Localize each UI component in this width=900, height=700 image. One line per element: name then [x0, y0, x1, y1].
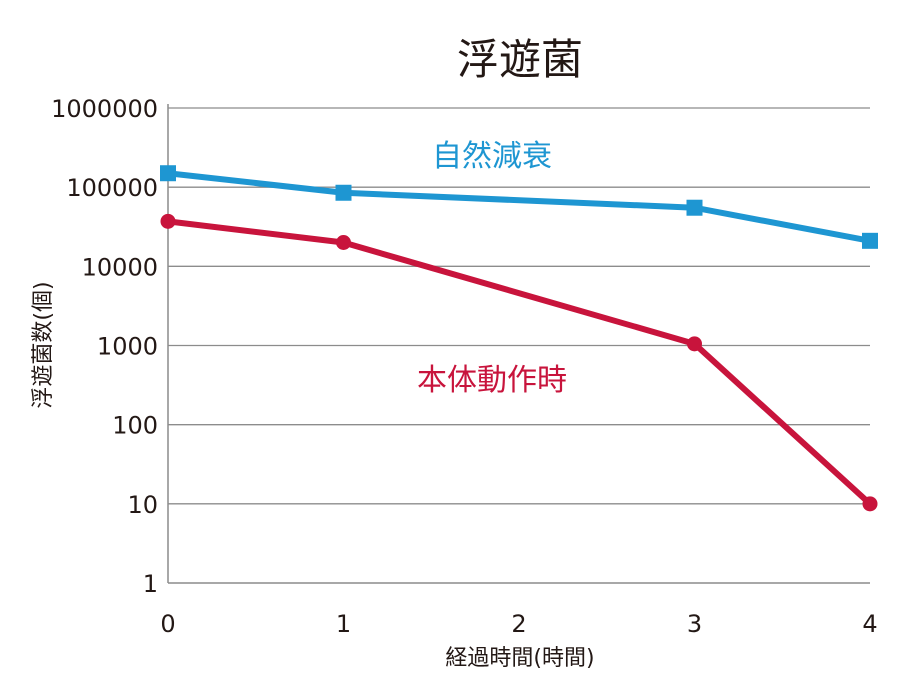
series-label: 自然減衰	[432, 139, 552, 174]
data-point	[687, 336, 702, 352]
x-axis-label: 経過時間(時間)	[445, 646, 594, 671]
y-tick-label: 100	[112, 412, 158, 440]
series-line	[167, 218, 873, 507]
y-axis-label: 浮遊菌数(個)	[31, 281, 56, 408]
y-tick-label: 100000	[66, 174, 158, 202]
series-label: 本体動作時	[417, 363, 567, 398]
data-point	[862, 496, 878, 512]
axes	[167, 104, 870, 584]
data-point	[160, 165, 176, 182]
series-1: 自然減衰	[160, 139, 878, 249]
data-point	[335, 184, 352, 201]
chart-title: 浮遊菌	[457, 35, 583, 84]
data-point	[336, 235, 351, 251]
y-tick-label: 1000	[97, 333, 158, 361]
x-tick-label: 0	[160, 610, 175, 638]
data-point	[862, 232, 878, 249]
y-tick-label: 10	[127, 491, 158, 519]
y-tick-label: 10000	[82, 253, 158, 281]
x-tick-label: 4	[862, 610, 877, 638]
x-tick-label: 2	[511, 610, 526, 638]
x-tick-label: 3	[687, 610, 702, 638]
y-tick-labels: 1 10 100 1000 10000 100000 1000000	[51, 95, 158, 598]
x-tick-label: 1	[336, 610, 351, 638]
series-line	[167, 170, 871, 244]
series-2: 本体動作時	[160, 213, 878, 512]
y-tick-label: 1	[143, 570, 158, 598]
y-tick-label: 1000000	[51, 95, 158, 123]
x-tick-labels: 0 1 2 3 4	[160, 610, 877, 638]
data-point	[160, 213, 176, 229]
data-point	[686, 199, 703, 216]
